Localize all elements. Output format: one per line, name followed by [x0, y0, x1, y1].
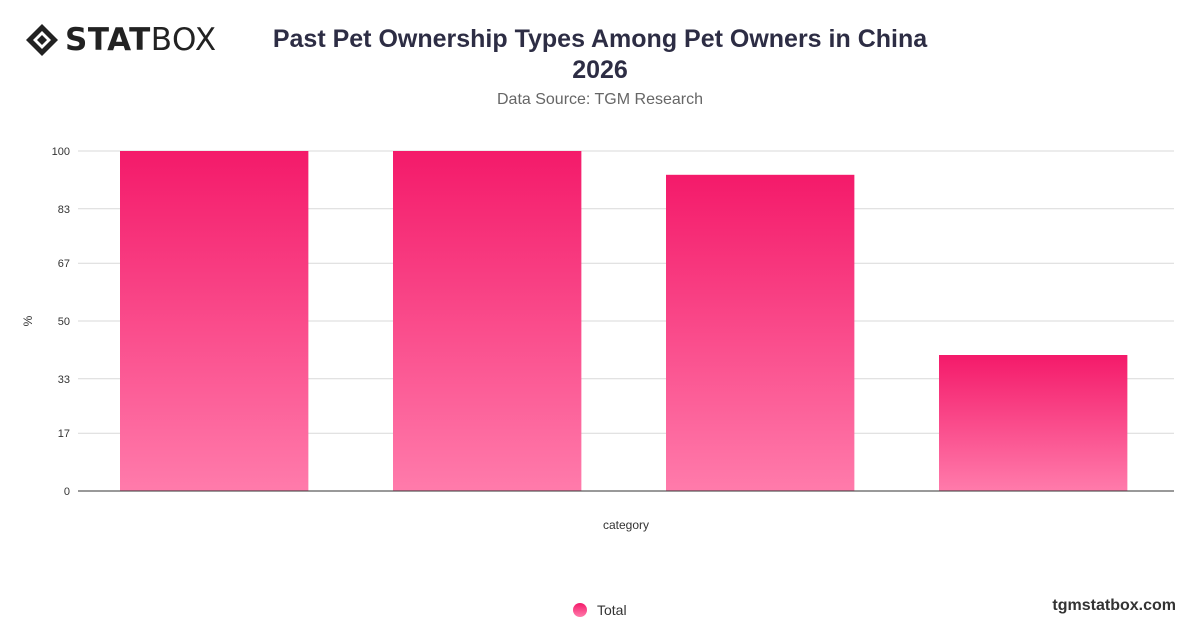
statbox-logo: STATBOX — [25, 22, 217, 58]
chart-title-line1: Past Pet Ownership Types Among Pet Owner… — [272, 25, 928, 53]
y-axis-title: % — [21, 315, 35, 326]
legend-label: Total — [597, 602, 627, 618]
y-tick-label: 50 — [58, 316, 70, 328]
logo-text-bold: STAT — [65, 21, 151, 58]
bar[interactable] — [120, 151, 309, 491]
legend[interactable]: Total — [573, 602, 627, 618]
statbox-diamond-icon — [26, 24, 58, 56]
bar[interactable] — [393, 151, 582, 491]
chart-title-line2: 2026 — [572, 56, 628, 84]
y-tick-label: 17 — [58, 428, 70, 440]
y-tick-label: 33 — [58, 374, 70, 386]
y-tick-label: 67 — [58, 258, 70, 270]
site-url: tgmstatbox.com — [1052, 597, 1176, 614]
y-tick-label: 0 — [64, 486, 70, 498]
logo-text-light: BOX — [150, 21, 217, 58]
chart-title: Past Pet Ownership Types Among Pet Owner… — [240, 24, 960, 86]
legend-marker — [573, 603, 587, 617]
data-source: Data Source: TGM Research — [496, 91, 703, 108]
y-tick-label: 83 — [58, 204, 70, 216]
bar[interactable] — [666, 174, 855, 492]
y-tick-label: 100 — [52, 146, 70, 158]
bar[interactable] — [939, 355, 1128, 491]
x-axis-title: category — [603, 518, 649, 532]
logo-text: STATBOX — [65, 21, 217, 58]
